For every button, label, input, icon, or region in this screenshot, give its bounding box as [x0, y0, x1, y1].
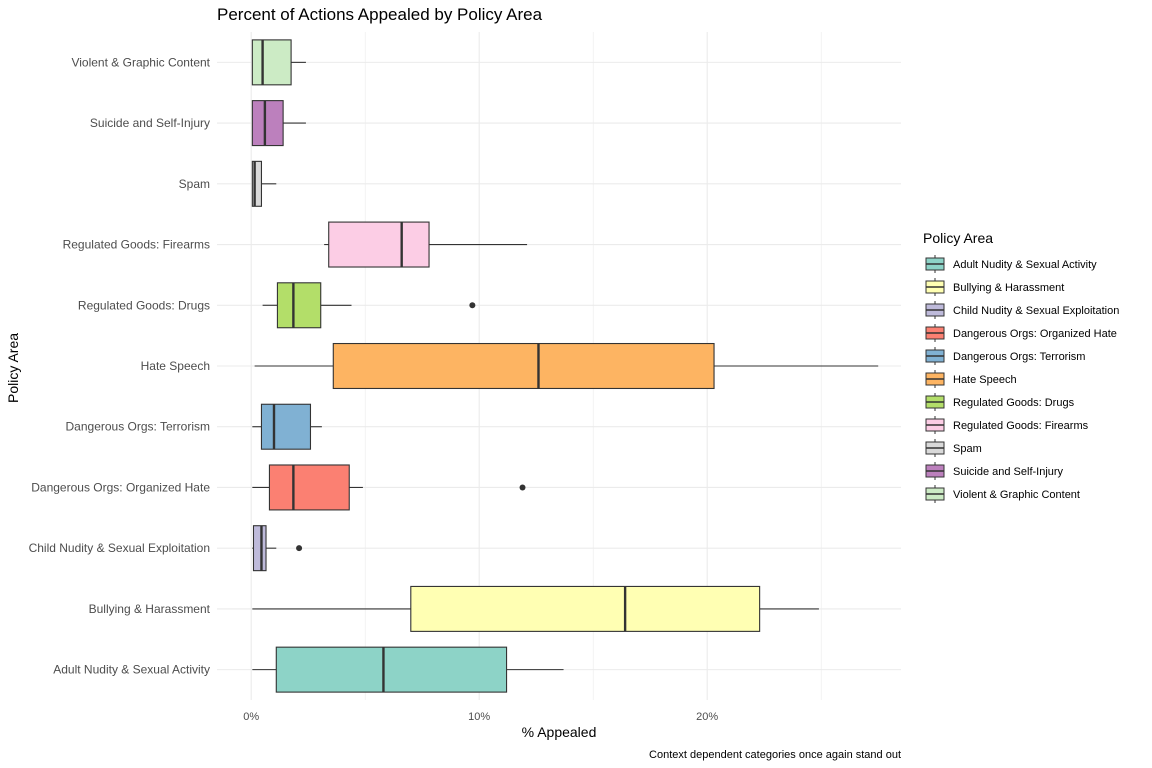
legend-item-suicide-and-self-injury: Suicide and Self-Injury: [925, 462, 1064, 480]
box-dangerous-orgs-terrorism: [252, 403, 322, 450]
y-tick-label: Suicide and Self-Injury: [90, 116, 210, 130]
box-iqr: [251, 39, 292, 86]
legend-item-hate-speech: Hate Speech: [925, 370, 1017, 388]
box-iqr: [275, 646, 508, 693]
outlier-point: [296, 545, 303, 552]
box-iqr: [251, 100, 284, 147]
legend-item-dangerous-orgs-organized-hate: Dangerous Orgs: Organized Hate: [925, 324, 1117, 342]
legend-item-child-nudity-sexual-exploitation: Child Nudity & Sexual Exploitation: [925, 301, 1119, 319]
x-tick-label: 20%: [696, 711, 718, 723]
box-suicide-and-self-injury: [251, 100, 306, 147]
box-iqr: [410, 585, 761, 632]
legend-item-regulated-goods-firearms: Regulated Goods: Firearms: [925, 416, 1089, 434]
box-iqr: [251, 160, 263, 207]
legend-item-adult-nudity-sexual-activity: Adult Nudity & Sexual Activity: [925, 255, 1097, 273]
outlier-point: [519, 484, 526, 491]
y-axis-title: Policy Area: [5, 333, 21, 403]
box-iqr: [268, 464, 350, 511]
legend-item-bullying-harassment: Bullying & Harassment: [925, 278, 1064, 296]
legend-label: Dangerous Orgs: Organized Hate: [953, 328, 1117, 340]
y-tick-label: Regulated Goods: Drugs: [78, 298, 210, 312]
chart-title: Percent of Actions Appealed by Policy Ar…: [217, 5, 543, 24]
legend-label: Violent & Graphic Content: [953, 489, 1080, 501]
legend-label: Dangerous Orgs: Terrorism: [953, 351, 1085, 363]
chart-caption: Context dependent categories once again …: [649, 749, 901, 761]
y-tick-label: Spam: [179, 177, 210, 191]
y-tick-label: Dangerous Orgs: Organized Hate: [31, 480, 210, 494]
y-tick-label: Dangerous Orgs: Terrorism: [66, 420, 211, 434]
box-hate-speech: [254, 342, 879, 390]
legend-title: Policy Area: [923, 230, 993, 246]
box-violent-graphic-content: [251, 39, 306, 86]
box-iqr: [276, 282, 322, 329]
legend: Policy Area Adult Nudity & Sexual Activi…: [923, 230, 1119, 503]
legend-label: Hate Speech: [953, 374, 1017, 386]
x-tick-label: 0%: [243, 711, 259, 723]
y-tick-label: Adult Nudity & Sexual Activity: [53, 663, 210, 677]
legend-label: Bullying & Harassment: [953, 282, 1064, 294]
legend-label: Regulated Goods: Drugs: [953, 397, 1075, 409]
x-axis-title: % Appealed: [522, 724, 597, 740]
y-tick-label: Hate Speech: [141, 359, 210, 373]
box-regulated-goods-firearms: [324, 221, 528, 268]
box-regulated-goods-drugs: [262, 282, 476, 329]
y-tick-label: Bullying & Harassment: [89, 602, 211, 616]
y-tick-label: Regulated Goods: Firearms: [63, 238, 210, 252]
box-spam: [251, 160, 277, 207]
y-tick-label: Child Nudity & Sexual Exploitation: [29, 541, 210, 555]
box-iqr: [260, 403, 312, 450]
y-tick-labels: Adult Nudity & Sexual Activity Bullying &…: [29, 55, 211, 676]
box-dangerous-orgs-organized-hate: [252, 464, 526, 511]
y-tick-label: Violent & Graphic Content: [71, 55, 210, 69]
legend-item-violent-graphic-content: Violent & Graphic Content: [925, 485, 1080, 503]
legend-label: Regulated Goods: Firearms: [953, 420, 1089, 432]
box-child-nudity-sexual-exploitation: [252, 525, 303, 572]
legend-item-regulated-goods-drugs: Regulated Goods: Drugs: [925, 393, 1075, 411]
box-adult-nudity-sexual-activity: [252, 646, 564, 693]
x-tick-labels: 0% 10% 20%: [243, 711, 718, 723]
legend-item-spam: Spam: [925, 439, 982, 457]
legend-label: Adult Nudity & Sexual Activity: [953, 259, 1097, 271]
outlier-point: [469, 302, 476, 309]
legend-label: Spam: [953, 443, 982, 455]
box-iqr: [332, 342, 715, 390]
box-bullying-harassment: [252, 585, 819, 632]
box-iqr: [252, 525, 267, 572]
boxes: [251, 39, 879, 693]
box-iqr: [328, 221, 430, 268]
legend-label: Child Nudity & Sexual Exploitation: [953, 305, 1119, 317]
legend-label: Suicide and Self-Injury: [953, 466, 1064, 478]
legend-item-dangerous-orgs-terrorism: Dangerous Orgs: Terrorism: [925, 347, 1085, 365]
x-tick-label: 10%: [468, 711, 490, 723]
